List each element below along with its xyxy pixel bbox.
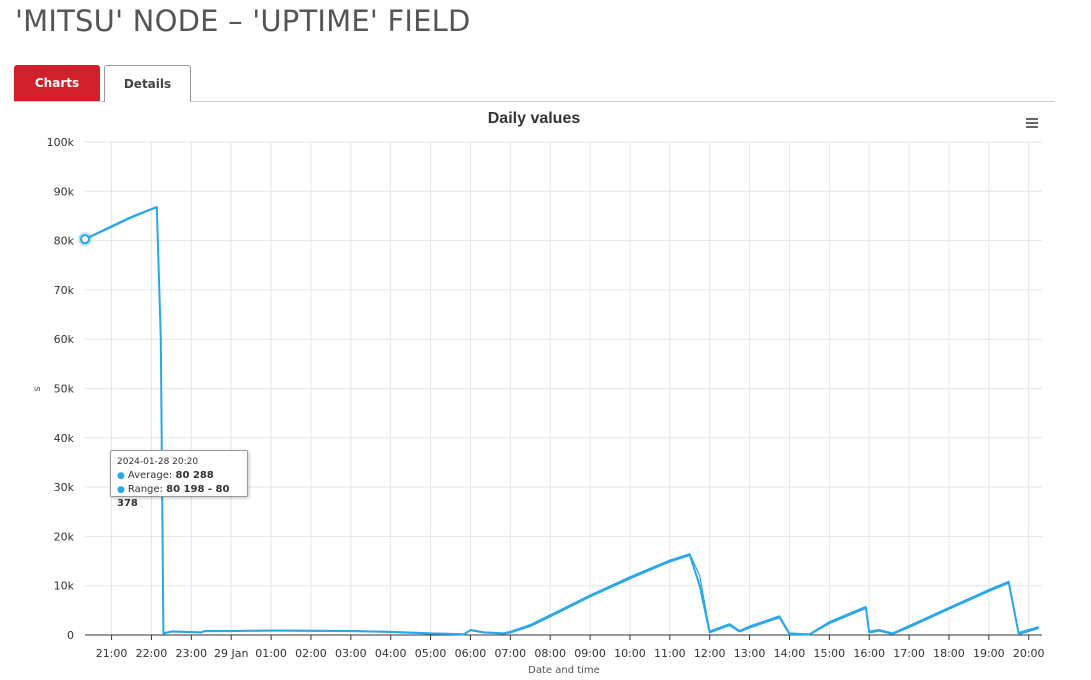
x-tick-label: 29 Jan <box>214 647 248 660</box>
tooltip-average-value: 80 288 <box>175 470 214 481</box>
x-tick-label: 11:00 <box>654 647 686 660</box>
series-line-average <box>84 206 1039 636</box>
x-tick-label: 23:00 <box>175 647 207 660</box>
x-tick-label: 01:00 <box>255 647 287 660</box>
y-tick-label: 40k <box>54 432 75 445</box>
x-tick-label: 04:00 <box>375 647 407 660</box>
x-tick-label: 16:00 <box>853 647 885 660</box>
x-tick-label: 09:00 <box>574 647 606 660</box>
tooltip-average-label: Average: <box>127 470 173 481</box>
y-tick-label: 10k <box>54 580 75 593</box>
tab-charts[interactable]: Charts <box>14 65 100 101</box>
chart-tooltip: 2024-01-28 20:20 ● Average: 80 288 ● Range… <box>110 450 248 509</box>
x-tick-label: 07:00 <box>494 647 526 660</box>
series-layer <box>84 206 1039 636</box>
x-tick-label: 13:00 <box>734 647 766 660</box>
tooltip-range-value: 80 198 - 80 378 <box>117 484 230 509</box>
series-line-range <box>84 206 1039 635</box>
y-tick-label: 80k <box>54 235 75 248</box>
y-axis-title: s <box>32 386 43 391</box>
x-tick-label: 15:00 <box>813 647 845 660</box>
x-tick-label: 02:00 <box>295 647 327 660</box>
y-tick-label: 0 <box>67 629 74 642</box>
y-tick-label: 70k <box>54 284 75 297</box>
x-tick-label: 14:00 <box>774 647 806 660</box>
y-tick-label: 20k <box>54 530 75 543</box>
tooltip-dot-icon: ● <box>117 471 125 481</box>
y-tick-label: 60k <box>54 333 75 346</box>
x-tick-label: 03:00 <box>335 647 367 660</box>
x-tick-label: 20:00 <box>1013 647 1045 660</box>
x-tick-label: 22:00 <box>136 647 168 660</box>
x-tick-label: 08:00 <box>534 647 566 660</box>
x-axis-ticks <box>111 635 1030 640</box>
y-tick-label: 50k <box>54 383 75 396</box>
x-gridlines <box>111 142 1030 635</box>
daily-values-chart: Daily values 0 10k 20k 30k 40k 50k 60k 70k 80k 90… <box>32 110 1045 676</box>
chart-title: Daily values <box>488 110 581 127</box>
tooltip-range-row: ● Range: 80 198 - 80 378 <box>117 483 241 510</box>
x-tick-label: 05:00 <box>415 647 447 660</box>
x-tick-label: 12:00 <box>694 647 726 660</box>
tooltip-average-row: ● Average: 80 288 <box>117 469 241 483</box>
x-tick-label: 06:00 <box>455 647 487 660</box>
y-gridlines <box>85 141 1042 587</box>
y-tick-label: 90k <box>54 185 75 198</box>
x-axis-labels: 21:00 22:00 23:00 29 Jan 01:00 02:00 03:00 04:0… <box>96 647 1045 660</box>
x-tick-label: 10:00 <box>614 647 646 660</box>
y-axis-labels: 0 10k 20k 30k 40k 50k 60k 70k 80k 90k 100k <box>47 136 75 642</box>
x-tick-label: 18:00 <box>933 647 965 660</box>
highlight-marker-layer <box>78 232 92 247</box>
x-tick-label: 17:00 <box>893 647 925 660</box>
tooltip-range-label: Range: <box>127 484 163 495</box>
x-tick-label: 19:00 <box>973 647 1005 660</box>
tooltip-dot-icon: ● <box>117 485 125 495</box>
y-tick-label: 30k <box>54 481 75 494</box>
highlight-point[interactable] <box>80 234 90 245</box>
hamburger-menu-icon[interactable] <box>1024 115 1040 131</box>
x-tick-label: 21:00 <box>96 647 128 660</box>
tabs-bar: Charts Details <box>14 65 1055 102</box>
y-tick-label: 100k <box>47 136 75 149</box>
tooltip-date: 2024-01-28 20:20 <box>117 457 199 467</box>
tab-details[interactable]: Details <box>104 65 191 102</box>
x-axis-title: Date and time <box>528 665 600 676</box>
page-title: 'MITSU' NODE – 'UPTIME' FIELD <box>15 4 471 38</box>
